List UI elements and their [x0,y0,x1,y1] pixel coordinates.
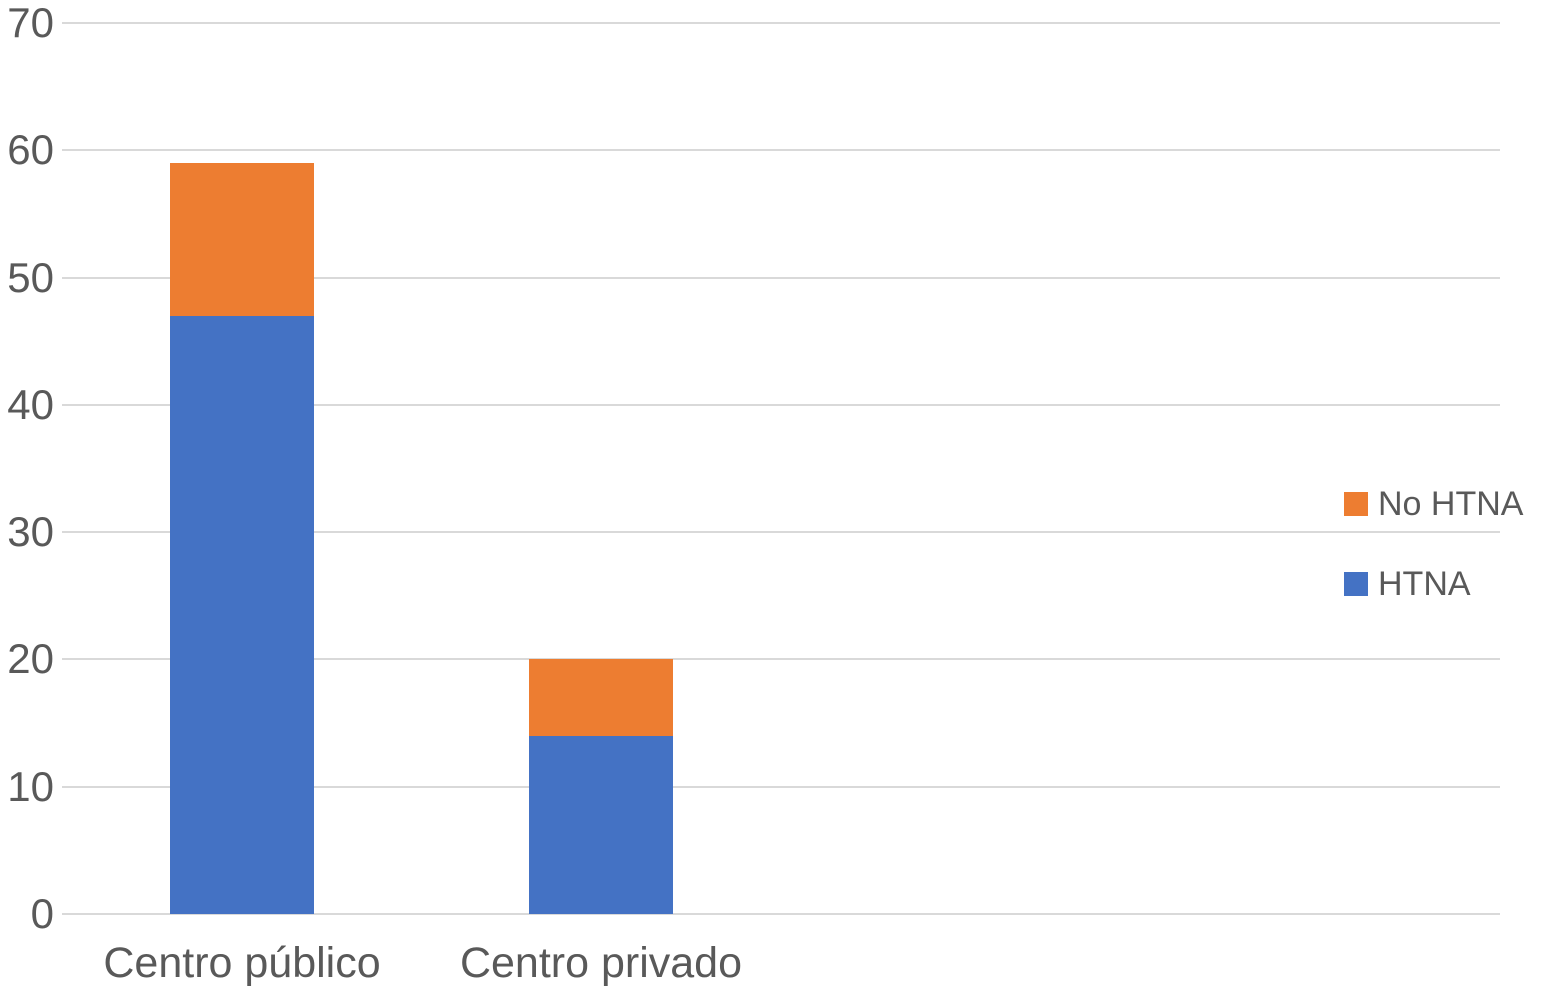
bar-segment-htna [529,735,673,914]
y-axis-tick-label: 70 [7,0,54,46]
gridline-y-0 [62,913,1500,915]
gridline-y-60 [62,149,1500,152]
y-axis-tick-label: 60 [7,126,54,174]
gridline-y-10 [62,785,1500,788]
gridline-y-30 [62,531,1500,534]
legend-swatch-icon [1344,572,1368,596]
gridline-y-20 [62,658,1500,661]
legend: No HTNA HTNA [1344,484,1523,644]
y-axis-tick-label: 30 [7,508,54,556]
legend-label: HTNA [1378,564,1471,603]
y-axis-tick-label: 40 [7,380,54,428]
gridline-y-40 [62,403,1500,406]
bar-centro-privado [529,659,673,914]
legend-item-no-htna: No HTNA [1344,484,1523,524]
x-axis-category-label: Centro público [103,939,381,987]
gridline-y-70 [62,22,1500,24]
bar-segment-no-htna [170,163,314,316]
bar-segment-htna [170,315,314,914]
gridline-y-50 [62,276,1500,279]
legend-label: No HTNA [1378,484,1524,523]
y-axis-tick-label: 20 [7,635,54,683]
y-axis-tick-label: 50 [7,253,54,301]
x-axis-category-label: Centro privado [459,939,743,987]
bar-centro-p-blico [170,163,314,914]
y-axis-tick-label: 10 [7,762,54,810]
legend-item-htna: HTNA [1344,564,1523,604]
legend-swatch-icon [1344,492,1368,516]
y-axis-tick-label: 0 [30,890,54,937]
bar-segment-no-htna [529,659,673,736]
